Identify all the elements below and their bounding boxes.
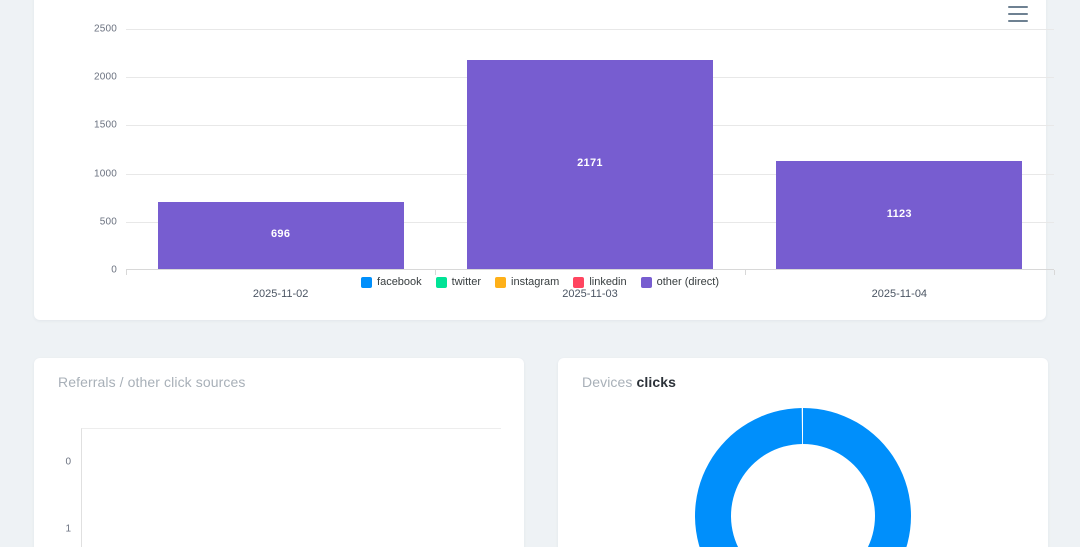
x-axis-tick-label: 2025-11-04 [871,288,928,300]
legend-item-other--direct-[interactable]: other (direct) [640,276,719,288]
clicks-over-time-chart: 2500 2000 1500 1000 500 0 696 2025-11-02 2171 202… [34,0,1055,320]
chart-legend: facebook twitter instagram linkedin other (d… [34,276,1046,288]
clicks-over-time-card: 2500 2000 1500 1000 500 0 696 2025-11-02 2171 202… [34,0,1055,320]
bar-value-label: 2171 [577,157,603,170]
devices-card-title: Devices clicks [582,374,676,390]
x-axis-tick-mark [1054,270,1055,275]
y-axis-tick-label: 0 [111,264,117,276]
gridline [126,29,1054,30]
referrals-y-axis-tick-label: 1 [65,523,71,535]
x-axis-tick-label: 2025-11-02 [252,288,309,300]
legend-item-twitter[interactable]: twitter [435,276,482,288]
legend-swatch-icon [435,276,447,288]
menu-line-1 [1008,6,1028,8]
x-axis-tick-mark [126,270,127,275]
bar-segment-other--direct-[interactable]: 1123 [776,160,1023,269]
x-axis-tick-label: 2025-11-03 [562,288,618,300]
bar-value-label: 1123 [886,207,912,220]
donut-svg[interactable] [693,406,913,547]
y-axis-tick-label: 2500 [93,23,117,35]
bar-value-label: 696 [271,228,291,241]
legend-swatch-icon [573,276,585,288]
x-axis-line [126,269,1054,270]
legend-swatch-icon [640,276,652,288]
y-axis-tick-label: 1500 [93,119,117,131]
menu-line-2 [1008,13,1028,15]
legend-swatch-icon [495,276,507,288]
legend-item-linkedin[interactable]: linkedin [573,276,627,288]
devices-title-muted: Devices [582,374,633,390]
legend-label: other (direct) [656,276,719,288]
referrals-chart-plot-area: 012 [65,428,501,547]
legend-label: instagram [511,276,560,288]
menu-line-3 [1008,20,1028,22]
legend-label: linkedin [589,276,627,288]
bar-segment-other--direct-[interactable]: 2171 [467,59,713,269]
legend-label: facebook [377,276,422,288]
y-axis-tick-label: 1000 [93,168,117,180]
legend-swatch-icon [361,276,373,288]
chart-plot-area: 2500 2000 1500 1000 500 0 696 2025-11-02 2171 202… [94,24,1055,300]
referrals-y-axis-tick-label: 0 [65,456,71,468]
referrals-card-title: Referrals / other click sources [58,374,246,390]
x-axis-tick-mark [744,270,746,275]
legend-item-instagram[interactable]: instagram [495,276,559,288]
hamburger-menu-icon[interactable] [1008,6,1028,22]
bar-segment-other--direct-[interactable]: 696 [157,201,404,269]
devices-title-strong: clicks [636,374,677,390]
legend-label: twitter [451,276,482,288]
devices-card: Devices clicks [558,358,1048,547]
legend-item-facebook[interactable]: facebook [361,276,422,288]
devices-donut-chart [558,406,1048,547]
donut-slice-desktop[interactable] [695,408,911,547]
x-axis-tick-mark [435,270,437,275]
y-axis-tick-label: 2000 [93,71,117,83]
y-axis-tick-label: 500 [99,216,117,228]
referrals-card: Referrals / other click sources 012 [34,358,524,547]
